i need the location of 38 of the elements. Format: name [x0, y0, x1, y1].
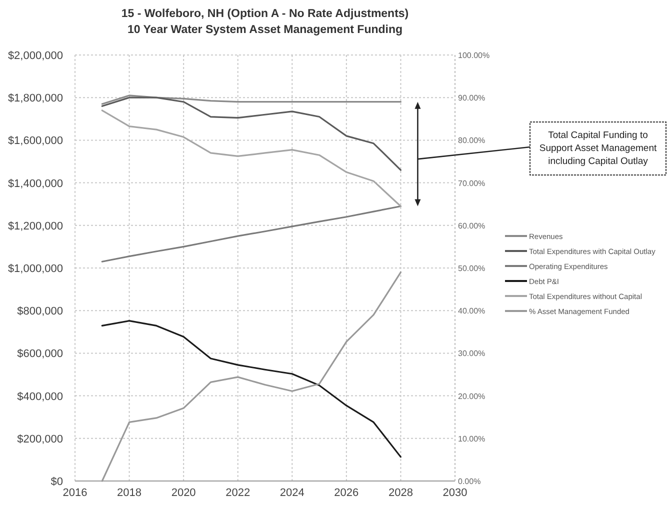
line-series — [101, 96, 402, 171]
x-tick-label: 2020 — [171, 487, 196, 499]
y-tick-label: $1,000,000 — [8, 263, 63, 275]
y-tick-label: $600,000 — [17, 348, 63, 360]
y2-tick-label: 90.00% — [458, 94, 486, 103]
line-series — [101, 320, 402, 458]
chart-title: 15 - Wolfeboro, NH (Option A - No Rate Adjustments) — [121, 8, 409, 20]
line-series — [101, 205, 402, 262]
x-tick-label: 2030 — [442, 487, 468, 499]
y-tick-label: $1,400,000 — [8, 178, 63, 190]
y2-tick-label: 70.00% — [458, 178, 486, 188]
y-tick-label: $1,800,000 — [8, 92, 63, 105]
y-tick-label: $400,000 — [17, 390, 63, 403]
x-tick-label: 2028 — [388, 487, 413, 499]
y-tick-label: $1,200,000 — [8, 220, 63, 232]
y2-tick-label: 100.00% — [458, 51, 490, 60]
x-tick-label: 2018 — [117, 487, 142, 499]
y2-tick-label: 10.00% — [458, 434, 486, 444]
line-series — [101, 110, 402, 208]
y-tick-label: $2,000,000 — [8, 50, 63, 62]
y2-tick-label: 30.00% — [458, 349, 486, 358]
y-tick-label: $0 — [50, 476, 63, 488]
y-tick-label: $1,600,000 — [8, 135, 63, 148]
y2-tick-label: 50.00% — [458, 264, 486, 273]
y2-tick-label: 60.00% — [458, 221, 486, 230]
x-tick-label: 2016 — [62, 487, 88, 499]
text: Total Capital Funding to Support Asset Management including Capital Outlay — [539, 130, 657, 167]
y2-tick-label: 20.00% — [458, 392, 486, 401]
y-tick-label: $200,000 — [17, 433, 63, 446]
y2-tick-label: 40.00% — [458, 306, 486, 316]
x-tick-label: 2022 — [226, 487, 250, 499]
y2-tick-label: 0.00% — [458, 477, 481, 486]
line-series — [101, 94, 402, 105]
y-tick-label: $800,000 — [17, 306, 63, 318]
y2-tick-label: 80.00% — [458, 136, 486, 146]
chart-subtitle: 10 Year Water System Asset Management Funding — [127, 24, 403, 36]
x-tick-label: 2024 — [280, 487, 304, 499]
x-tick-label: 2026 — [334, 487, 359, 499]
